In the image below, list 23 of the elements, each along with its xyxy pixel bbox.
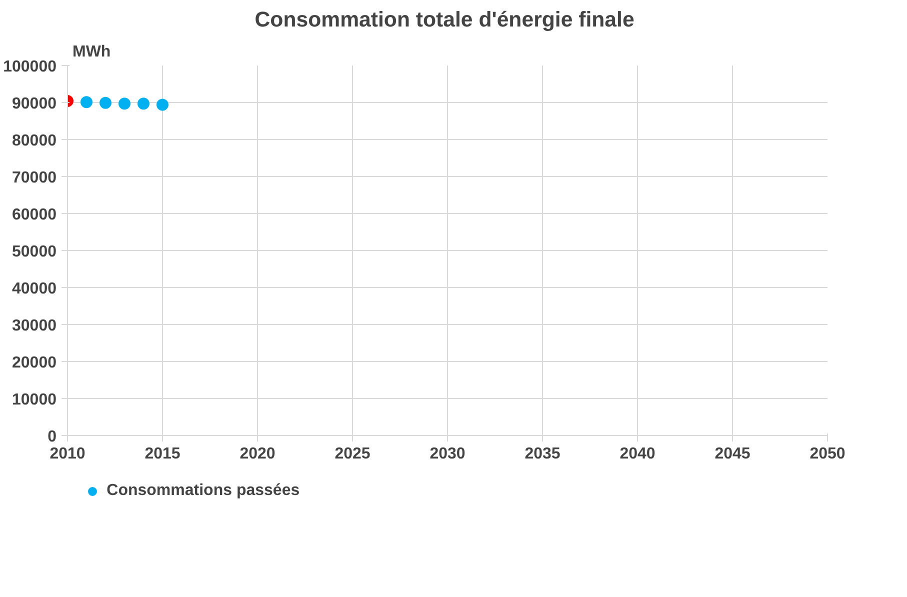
y-tick-label: 0 (48, 428, 57, 446)
x-tick-label: 2025 (334, 446, 370, 462)
x-tick-label: 2010 (50, 446, 86, 462)
y-tick-label: 80000 (12, 132, 57, 150)
x-tick-label: 2020 (240, 446, 276, 462)
y-tick-label: 100000 (3, 58, 57, 76)
y-tick-label: 60000 (12, 206, 57, 224)
x-tick-label: 2050 (810, 446, 846, 462)
x-tick-label: 2040 (620, 446, 656, 462)
y-tick-label: 40000 (12, 280, 57, 298)
y-tick-label: 50000 (12, 244, 57, 260)
x-tick-label: 2035 (524, 446, 560, 462)
legend-label: Consommations passées (106, 482, 300, 500)
x-tick-label: 2030 (430, 446, 466, 462)
x-tick-label: 2015 (144, 446, 180, 462)
y-tick-label: 20000 (12, 354, 57, 372)
y-tick-label: 90000 (12, 96, 57, 112)
y-tick-label: 10000 (12, 392, 57, 408)
y-tick-label: 30000 (12, 318, 57, 334)
x-tick-label: 2045 (714, 446, 750, 462)
y-tick-label: 70000 (12, 170, 57, 186)
chart-title: Consommation totale d'énergie finale (254, 8, 634, 32)
y-axis-title: MWh (72, 44, 111, 60)
